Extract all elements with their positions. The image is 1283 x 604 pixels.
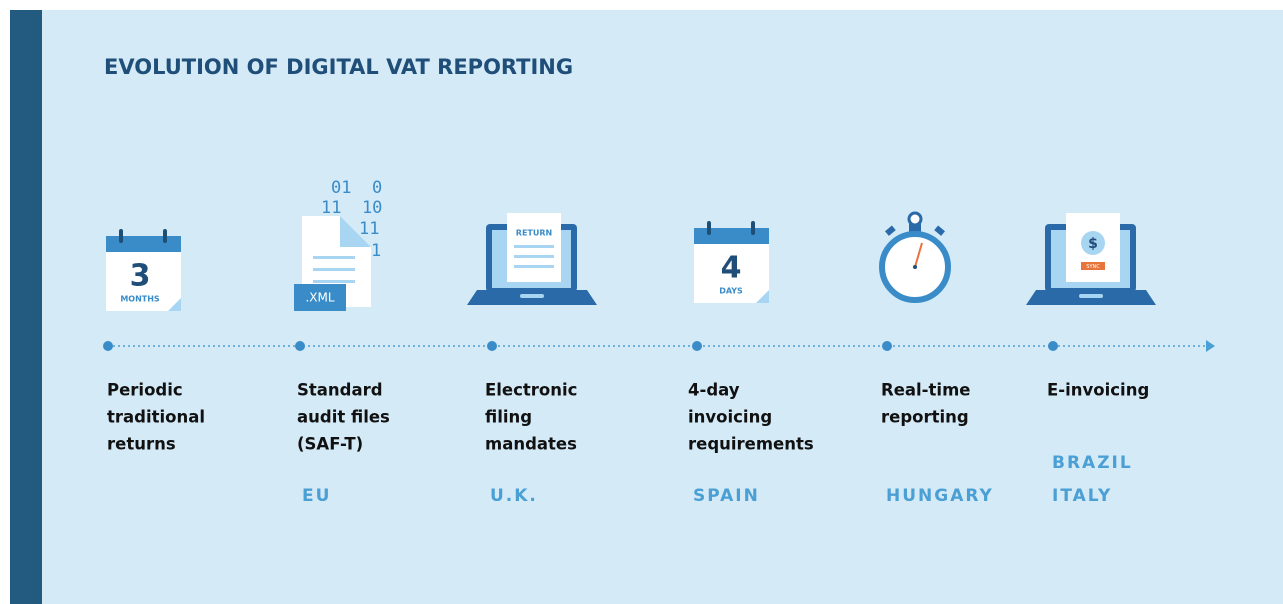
region-label: EU bbox=[302, 486, 331, 506]
stage-label: mandates bbox=[485, 435, 577, 454]
region-label: U.K. bbox=[490, 486, 538, 506]
region-label: ITALY bbox=[1052, 486, 1112, 506]
binary-text: 1 bbox=[371, 241, 381, 261]
return-heading: RETURN bbox=[516, 229, 552, 238]
timeline-arrow bbox=[1206, 340, 1215, 352]
calendar-number: 4 bbox=[721, 251, 742, 286]
binary-text: 11 10 bbox=[321, 198, 382, 218]
stage-label: reporting bbox=[881, 408, 969, 427]
timeline-dot bbox=[487, 341, 497, 351]
stage-label: requirements bbox=[688, 435, 814, 454]
calendar-icon: 3 MONTHS bbox=[106, 229, 181, 311]
panel bbox=[10, 10, 1283, 604]
timeline-dot bbox=[882, 341, 892, 351]
stage-label: (SAF-T) bbox=[297, 435, 363, 454]
stage-label: traditional bbox=[107, 408, 205, 427]
binary-text: 01 0 bbox=[331, 178, 382, 198]
stage-label: invoicing bbox=[688, 408, 772, 427]
side-stripe bbox=[10, 10, 42, 604]
stage-label: Periodic bbox=[107, 381, 183, 400]
xml-badge: .XML bbox=[305, 291, 334, 305]
laptop-icon: RETURN bbox=[467, 213, 597, 305]
region-label: BRAZIL bbox=[1052, 453, 1133, 473]
stage-label: Real-time bbox=[881, 381, 970, 400]
timeline-dot bbox=[295, 341, 305, 351]
sync-badge: SYNC bbox=[1086, 264, 1100, 270]
binary-text: 11 bbox=[359, 219, 379, 239]
timeline-dot bbox=[1048, 341, 1058, 351]
title: EVOLUTION OF DIGITAL VAT REPORTING bbox=[104, 55, 573, 79]
stage-label: audit files bbox=[297, 408, 390, 427]
stage-label: Electronic bbox=[485, 381, 577, 400]
stage-label: filing bbox=[485, 408, 532, 427]
stage-label: returns bbox=[107, 435, 176, 454]
region-label: SPAIN bbox=[693, 486, 760, 506]
stage-label: E-invoicing bbox=[1047, 381, 1149, 400]
stage-label: 4-day bbox=[688, 381, 740, 400]
calendar-icon: 4 DAYS bbox=[694, 221, 769, 303]
dollar-symbol: $ bbox=[1088, 236, 1098, 252]
laptop-icon: $ SYNC bbox=[1026, 213, 1156, 305]
timeline-dot bbox=[103, 341, 113, 351]
region-label: HUNGARY bbox=[886, 486, 994, 506]
calendar-number: 3 bbox=[130, 259, 151, 294]
stopwatch-icon bbox=[879, 211, 951, 303]
document-icon: 01 0 11 10 11 1 .XML bbox=[294, 178, 382, 311]
calendar-unit: DAYS bbox=[719, 287, 743, 296]
calendar-unit: MONTHS bbox=[120, 295, 160, 304]
timeline-dot bbox=[692, 341, 702, 351]
stage-label: Standard bbox=[297, 381, 383, 400]
